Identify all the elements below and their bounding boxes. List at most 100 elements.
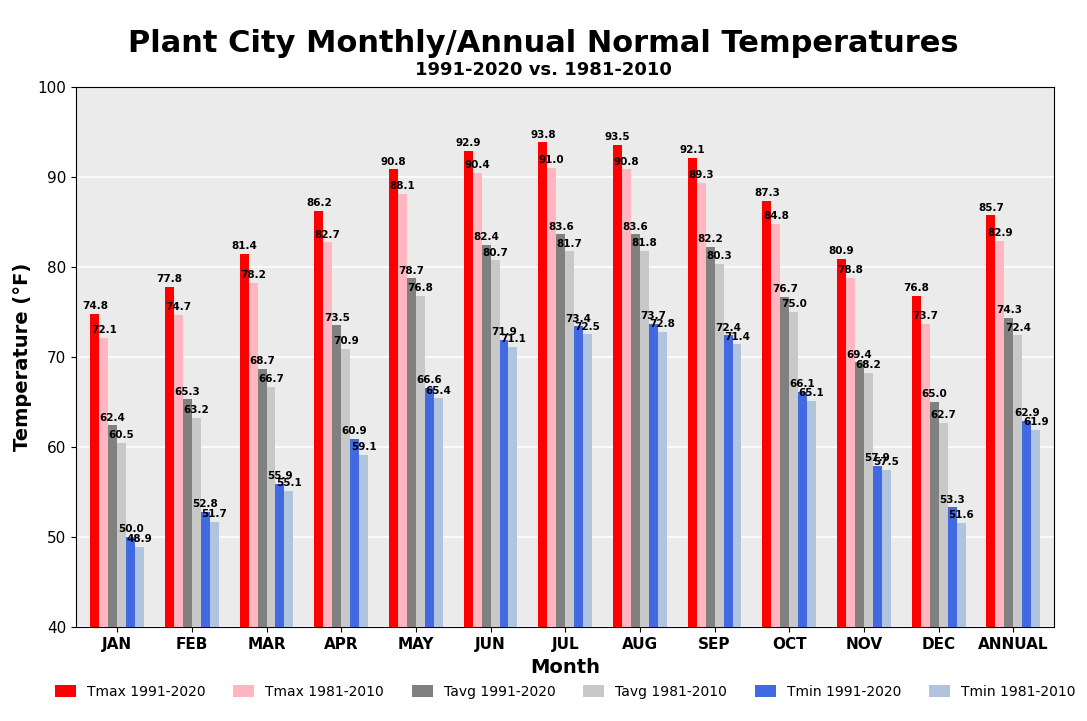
Bar <box>649 324 658 627</box>
Text: 80.9: 80.9 <box>828 246 854 256</box>
Text: 90.8: 90.8 <box>380 156 407 167</box>
Text: 81.4: 81.4 <box>232 242 257 252</box>
Bar <box>688 158 697 627</box>
Bar <box>882 469 891 627</box>
Text: 90.8: 90.8 <box>614 156 639 167</box>
Bar <box>724 335 733 627</box>
Text: 66.6: 66.6 <box>416 375 442 385</box>
Legend: Tmax 1991-2020, Tmax 1981-2010, Tavg 1991-2020, Tavg 1981-2010, Tmin 1991-2020, : Tmax 1991-2020, Tmax 1981-2010, Tavg 199… <box>50 679 1080 704</box>
Text: 91.0: 91.0 <box>539 155 564 165</box>
Bar <box>389 169 398 627</box>
Text: 61.9: 61.9 <box>1023 417 1049 428</box>
Bar <box>135 547 145 627</box>
Bar <box>473 173 482 627</box>
Text: 65.3: 65.3 <box>175 386 200 397</box>
Text: 71.1: 71.1 <box>500 335 526 345</box>
Text: 76.7: 76.7 <box>772 284 798 294</box>
Text: 48.9: 48.9 <box>127 534 152 544</box>
Bar <box>996 241 1004 627</box>
Text: 62.4: 62.4 <box>100 412 126 423</box>
Bar <box>762 201 772 627</box>
Bar <box>117 443 126 627</box>
Bar <box>929 402 939 627</box>
Bar <box>948 508 957 627</box>
Text: 81.8: 81.8 <box>632 238 658 248</box>
Bar <box>1032 430 1040 627</box>
Text: 62.9: 62.9 <box>1014 408 1039 418</box>
Bar <box>705 247 714 627</box>
Text: 59.1: 59.1 <box>351 443 376 453</box>
Text: 82.7: 82.7 <box>315 230 340 240</box>
X-axis label: Month: Month <box>530 658 600 676</box>
Bar <box>500 340 509 627</box>
Text: 72.4: 72.4 <box>715 322 741 332</box>
Bar <box>957 523 965 627</box>
Bar <box>1022 421 1032 627</box>
Bar <box>846 278 855 627</box>
Bar <box>798 392 808 627</box>
Bar <box>509 347 517 627</box>
Bar <box>565 252 574 627</box>
Text: 62.7: 62.7 <box>930 410 957 420</box>
Bar <box>939 423 948 627</box>
Text: 93.8: 93.8 <box>530 130 555 140</box>
Text: 51.6: 51.6 <box>948 510 974 520</box>
Text: 70.9: 70.9 <box>333 336 359 346</box>
Text: 80.7: 80.7 <box>483 248 508 258</box>
Text: 65.0: 65.0 <box>922 389 947 399</box>
Text: 92.9: 92.9 <box>455 138 480 148</box>
Bar <box>557 234 565 627</box>
Bar <box>350 439 359 627</box>
Text: 55.9: 55.9 <box>267 472 292 482</box>
Text: 86.2: 86.2 <box>305 198 332 208</box>
Bar <box>548 167 557 627</box>
Text: 55.1: 55.1 <box>276 479 302 489</box>
Bar <box>165 286 174 627</box>
Bar <box>538 143 548 627</box>
Bar <box>285 491 293 627</box>
Bar <box>780 296 789 627</box>
Text: 76.8: 76.8 <box>903 283 929 293</box>
Bar <box>333 325 341 627</box>
Text: 60.9: 60.9 <box>341 426 367 436</box>
Text: 65.1: 65.1 <box>799 389 825 399</box>
Text: 72.4: 72.4 <box>1004 322 1030 332</box>
Bar <box>789 311 798 627</box>
Text: 78.2: 78.2 <box>240 270 266 280</box>
Bar <box>210 522 218 627</box>
Text: 88.1: 88.1 <box>389 181 415 191</box>
Text: 81.7: 81.7 <box>557 239 583 249</box>
Text: 72.1: 72.1 <box>91 325 116 335</box>
Text: 73.7: 73.7 <box>640 311 666 321</box>
Bar <box>249 283 258 627</box>
Bar <box>258 368 266 627</box>
Text: 71.9: 71.9 <box>491 327 517 337</box>
Bar <box>341 349 350 627</box>
Text: 68.2: 68.2 <box>855 360 882 371</box>
Text: 80.3: 80.3 <box>707 252 732 262</box>
Bar <box>239 254 249 627</box>
Bar <box>490 260 500 627</box>
Text: 90.4: 90.4 <box>464 160 490 170</box>
Text: 92.1: 92.1 <box>679 145 705 155</box>
Bar <box>1004 318 1013 627</box>
Bar <box>808 401 816 627</box>
Text: 65.4: 65.4 <box>425 386 451 396</box>
Text: 73.7: 73.7 <box>912 311 938 321</box>
Bar <box>314 211 323 627</box>
Text: 87.3: 87.3 <box>754 188 779 198</box>
Bar <box>425 388 434 627</box>
Text: 66.1: 66.1 <box>790 379 815 389</box>
Text: 77.8: 77.8 <box>157 274 183 284</box>
Text: 1991-2020 vs. 1981-2010: 1991-2020 vs. 1981-2010 <box>415 61 672 79</box>
Text: 76.8: 76.8 <box>408 283 434 293</box>
Text: 60.5: 60.5 <box>109 430 135 440</box>
Bar <box>574 326 583 627</box>
Bar <box>697 183 705 627</box>
Text: 74.8: 74.8 <box>82 301 108 311</box>
Bar <box>733 344 741 627</box>
Text: 93.5: 93.5 <box>604 133 630 143</box>
Text: 50.0: 50.0 <box>117 524 143 534</box>
Text: 73.4: 73.4 <box>565 314 591 324</box>
Bar <box>464 151 473 627</box>
